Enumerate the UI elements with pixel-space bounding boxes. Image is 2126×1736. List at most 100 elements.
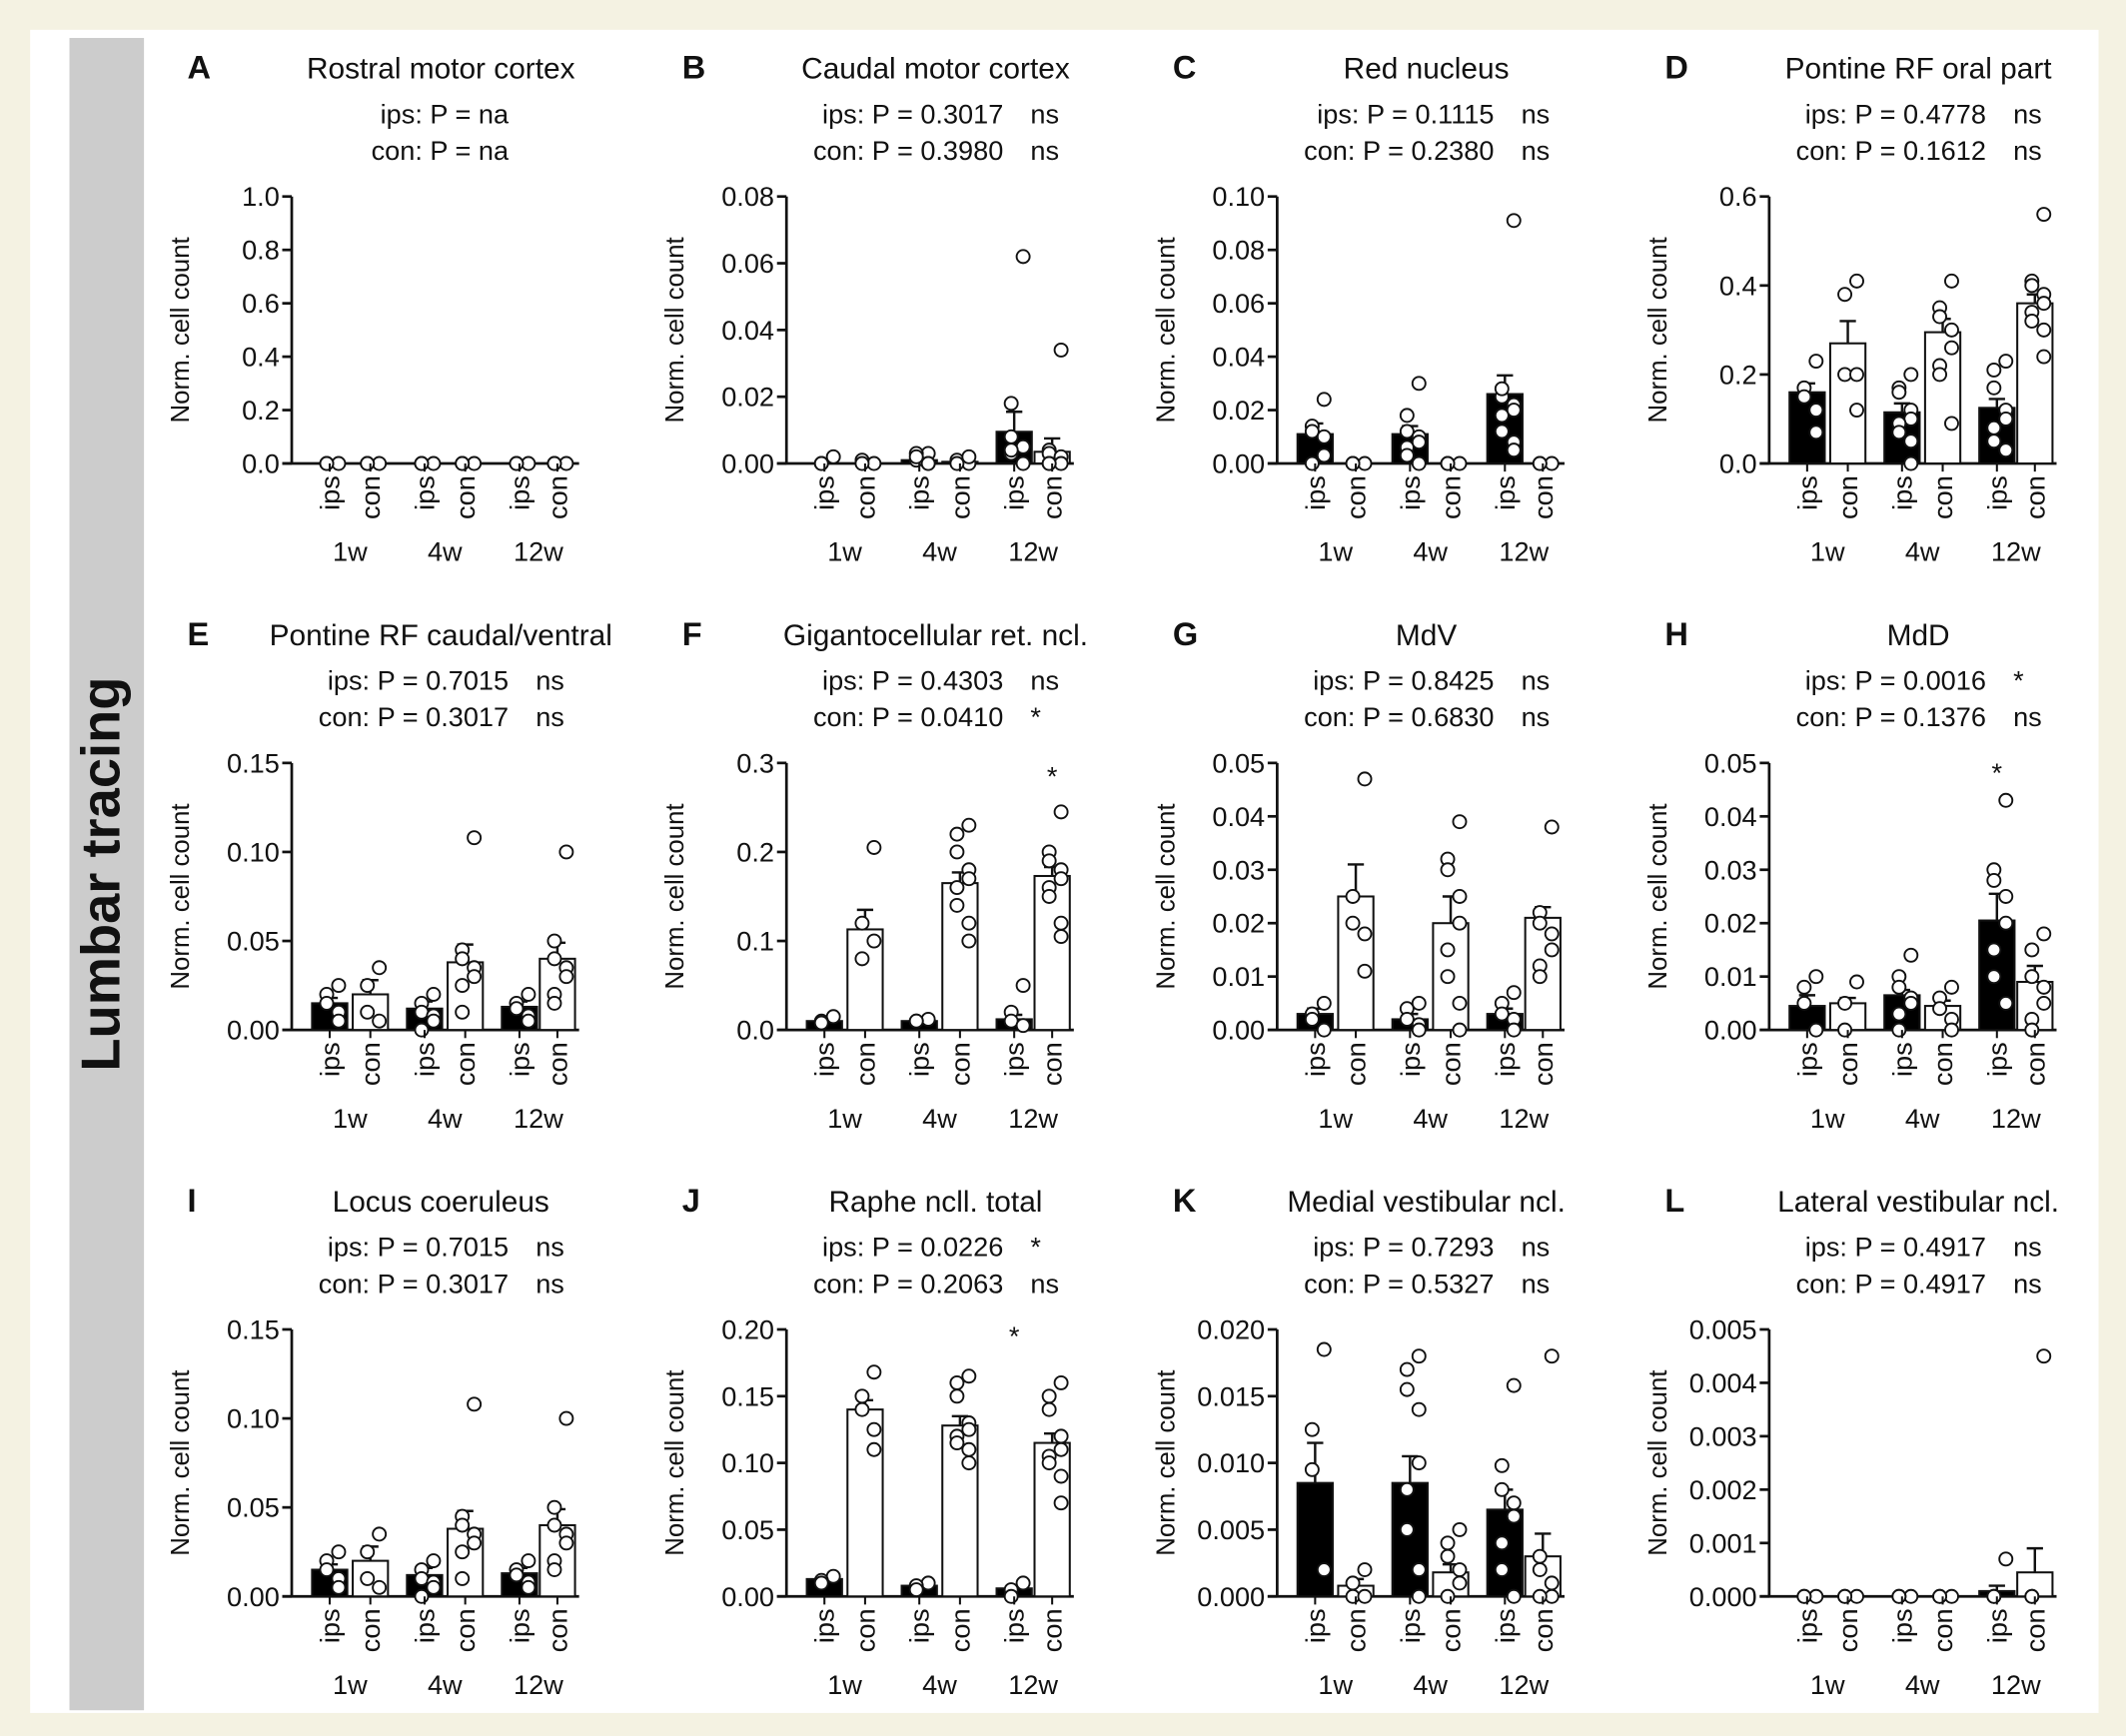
group-label: 4w [1905, 536, 1940, 567]
data-point [426, 1579, 442, 1595]
x-category-label: con [1436, 475, 1467, 519]
bar-con-12w [2016, 302, 2054, 465]
data-point [1357, 1588, 1373, 1604]
x-category-label: ips [1886, 1608, 1917, 1643]
group-label: 4w [428, 1103, 463, 1134]
ips-stat: ips: P = 0.4303 [822, 665, 1003, 696]
data-point [1506, 442, 1522, 458]
y-tick-label: 0.004 [1689, 1367, 1757, 1398]
data-point [1544, 926, 1560, 942]
ips-significance: ns [2013, 98, 2042, 129]
y-tick-label: 0.2 [242, 395, 280, 426]
data-point [331, 1579, 347, 1595]
x-category-label: ips [904, 475, 935, 510]
y-tick-label: 0.05 [1704, 747, 1757, 778]
data-point [1452, 1575, 1468, 1591]
data-point [1357, 926, 1373, 942]
y-tick-label: 0.02 [721, 382, 774, 413]
panel-letter: K [1173, 1183, 1197, 1219]
con-significance: ns [1030, 135, 1059, 166]
y-tick-label: 0.05 [227, 1492, 280, 1523]
y-tick-label: 0.04 [1704, 801, 1757, 832]
data-point [1494, 424, 1510, 439]
data-point [1411, 1455, 1427, 1471]
x-category-label: con [355, 1608, 386, 1652]
x-category-label: ips [409, 1608, 440, 1643]
data-point [1411, 376, 1427, 392]
data-point [1998, 915, 2014, 931]
data-point [1316, 995, 1332, 1011]
data-point [854, 915, 870, 931]
data-point [961, 871, 977, 887]
y-tick-label: 0.06 [1212, 288, 1265, 319]
data-point [1506, 1022, 1522, 1038]
panel-title: Medial vestibular ncl. [1287, 1186, 1566, 1219]
y-tick-label: 0.02 [1704, 908, 1757, 939]
data-point [1041, 1455, 1057, 1471]
group-label: 12w [1008, 1103, 1058, 1134]
x-category-label: con [1832, 1608, 1863, 1652]
significance-star: * [1009, 1320, 1020, 1351]
data-point [1316, 1022, 1332, 1038]
data-point [1903, 947, 1919, 963]
data-point [949, 880, 965, 896]
data-point [1837, 995, 1853, 1011]
data-point [1532, 455, 1548, 471]
x-category-label: ips [1791, 1608, 1822, 1643]
x-category-label: ips [1300, 1042, 1331, 1077]
data-point [1053, 1428, 1069, 1444]
data-point [509, 1001, 525, 1017]
x-category-label: con [1927, 1042, 1958, 1086]
x-category-label: con [2019, 1042, 2050, 1086]
group-label: 1w [1318, 536, 1353, 567]
x-category-label: con [1436, 1042, 1467, 1086]
y-tick-label: 0.015 [1197, 1380, 1265, 1411]
group-label: 4w [922, 536, 957, 567]
data-point [1891, 425, 1907, 440]
y-tick-label: 0.04 [1212, 342, 1265, 373]
data-point [372, 1579, 388, 1595]
x-category-label: con [1528, 1042, 1559, 1086]
data-point [331, 978, 347, 994]
x-category-label: con [1528, 1608, 1559, 1652]
data-point [1316, 392, 1332, 408]
y-tick-label: 0.00 [721, 1581, 774, 1612]
group-label: 4w [1413, 1103, 1448, 1134]
data-point [1944, 1022, 1959, 1038]
data-point [414, 1022, 430, 1038]
data-point [1452, 915, 1468, 931]
data-point [949, 1374, 965, 1390]
data-point [854, 1388, 870, 1404]
data-point [319, 1562, 335, 1577]
data-point [961, 1441, 977, 1457]
data-point [1452, 995, 1468, 1011]
group-label: 12w [1991, 1669, 2041, 1700]
x-category-label: con [849, 1608, 880, 1652]
con-significance: ns [1522, 1268, 1551, 1299]
data-point [1304, 455, 1320, 471]
data-point [1357, 1562, 1373, 1577]
data-point [1053, 1468, 1069, 1484]
ips-significance: ns [2013, 1232, 2042, 1263]
data-point [1399, 1011, 1415, 1027]
data-point [1053, 1495, 1069, 1511]
data-point [1808, 403, 1824, 419]
data-point [1544, 819, 1560, 835]
group-label: 1w [1318, 1103, 1353, 1134]
significance-star: * [1992, 757, 2003, 788]
data-point [1015, 455, 1031, 471]
data-point [546, 455, 562, 471]
y-tick-label: 0.10 [1212, 181, 1265, 212]
x-category-label: ips [1395, 475, 1426, 510]
y-tick-label: 0.00 [1704, 1015, 1757, 1046]
con-stat: con: P = 0.3017 [319, 701, 509, 732]
y-tick-label: 0.020 [1197, 1313, 1265, 1344]
data-point [1986, 362, 2002, 378]
data-point [1796, 979, 1812, 995]
data-point [949, 1388, 965, 1404]
panel-k: K Medial vestibular ncl. ips: P = 0.7293 ns… [1152, 1183, 1566, 1700]
data-point [813, 1015, 829, 1031]
data-point [455, 978, 471, 994]
